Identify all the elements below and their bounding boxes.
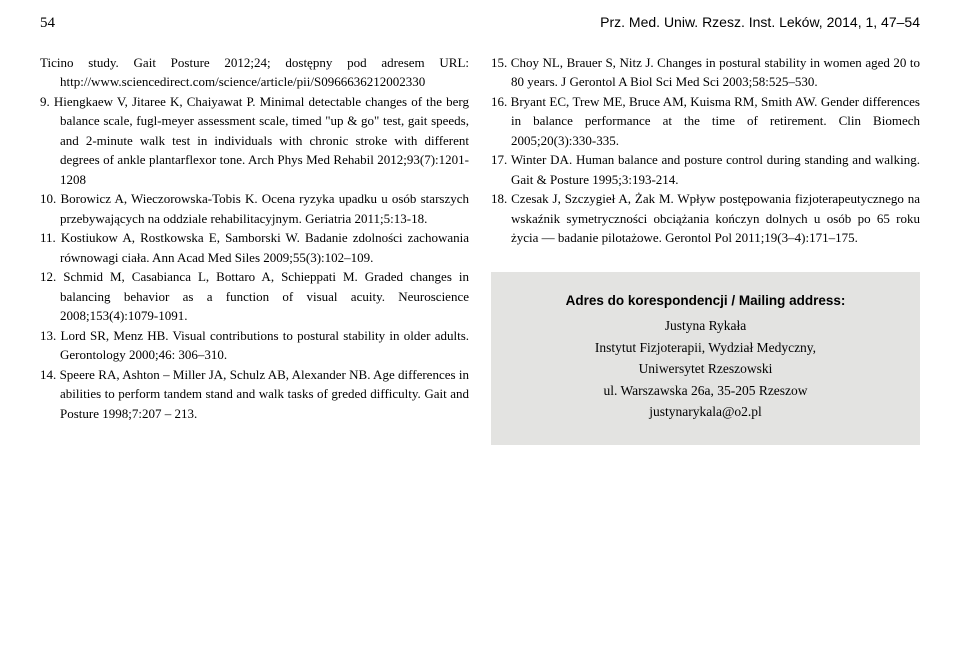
mailbox-address: ul. Warszawska 26a, 35-205 Rzeszow xyxy=(507,380,904,402)
reference-number: 12. xyxy=(40,269,63,284)
reference-item: 13. Lord SR, Menz HB. Visual contributio… xyxy=(40,326,469,365)
reference-number: 14. xyxy=(40,367,60,382)
reference-number: 11. xyxy=(40,230,61,245)
reference-item: 11. Kostiukow A, Rostkowska E, Samborski… xyxy=(40,228,469,267)
page-header: 54 Prz. Med. Uniw. Rzesz. Inst. Leków, 2… xyxy=(40,12,920,35)
reference-list-left: Ticino study. Gait Posture 2012;24; dost… xyxy=(40,53,469,424)
reference-number: 13. xyxy=(40,328,61,343)
reference-item: Ticino study. Gait Posture 2012;24; dost… xyxy=(40,53,469,92)
mailbox-title: Adres do korespondencji / Mailing addres… xyxy=(507,290,904,312)
reference-text: Borowicz A, Wieczorowska-Tobis K. Ocena … xyxy=(60,191,469,226)
reference-text: Choy NL, Brauer S, Nitz J. Changes in po… xyxy=(511,55,920,90)
reference-text: Czesak J, Szczygieł A, Żak M. Wpływ post… xyxy=(511,191,920,245)
reference-text: Schmid M, Casabianca L, Bottaro A, Schie… xyxy=(60,269,469,323)
reference-text: Bryant EC, Trew ME, Bruce AM, Kuisma RM,… xyxy=(511,94,920,148)
mailing-address-box: Adres do korespondencji / Mailing addres… xyxy=(491,272,920,446)
mailbox-university: Uniwersytet Rzeszowski xyxy=(507,358,904,380)
reference-item: 9. Hiengkaew V, Jitaree K, Chaiyawat P. … xyxy=(40,92,469,190)
reference-text: Hiengkaew V, Jitaree K, Chaiyawat P. Min… xyxy=(54,94,469,187)
right-column: 15. Choy NL, Brauer S, Nitz J. Changes i… xyxy=(491,53,920,446)
page-number: 54 xyxy=(40,12,55,35)
reference-item: 18. Czesak J, Szczygieł A, Żak M. Wpływ … xyxy=(491,189,920,248)
reference-number: 15. xyxy=(491,55,511,70)
reference-item: 10. Borowicz A, Wieczorowska-Tobis K. Oc… xyxy=(40,189,469,228)
reference-list-right: 15. Choy NL, Brauer S, Nitz J. Changes i… xyxy=(491,53,920,248)
left-column: Ticino study. Gait Posture 2012;24; dost… xyxy=(40,53,469,446)
reference-number: 10. xyxy=(40,191,60,206)
reference-item: 16. Bryant EC, Trew ME, Bruce AM, Kuisma… xyxy=(491,92,920,151)
reference-number: 9. xyxy=(40,94,54,109)
mailbox-institute: Instytut Fizjoterapii, Wydział Medyczny, xyxy=(507,337,904,359)
mailbox-name: Justyna Rykała xyxy=(507,315,904,337)
reference-item: 15. Choy NL, Brauer S, Nitz J. Changes i… xyxy=(491,53,920,92)
reference-text: Speere RA, Ashton – Miller JA, Schulz AB… xyxy=(60,367,469,421)
reference-number: 18. xyxy=(491,191,511,206)
reference-text: Kostiukow A, Rostkowska E, Samborski W. … xyxy=(60,230,469,265)
reference-item: 14. Speere RA, Ashton – Miller JA, Schul… xyxy=(40,365,469,424)
reference-item: 12. Schmid M, Casabianca L, Bottaro A, S… xyxy=(40,267,469,326)
mailbox-email: justynarykala@o2.pl xyxy=(507,401,904,423)
reference-text: Ticino study. Gait Posture 2012;24; dost… xyxy=(40,55,469,90)
reference-number: 16. xyxy=(491,94,511,109)
reference-text: Winter DA. Human balance and posture con… xyxy=(511,152,920,187)
reference-item: 17. Winter DA. Human balance and posture… xyxy=(491,150,920,189)
reference-text: Lord SR, Menz HB. Visual contributions t… xyxy=(60,328,469,363)
reference-number: 17. xyxy=(491,152,511,167)
journal-title: Prz. Med. Uniw. Rzesz. Inst. Leków, 2014… xyxy=(600,12,920,33)
